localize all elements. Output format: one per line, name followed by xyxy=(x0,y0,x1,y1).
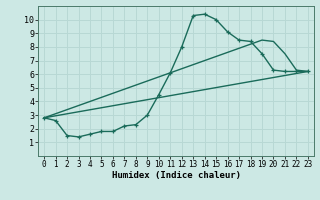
X-axis label: Humidex (Indice chaleur): Humidex (Indice chaleur) xyxy=(111,171,241,180)
